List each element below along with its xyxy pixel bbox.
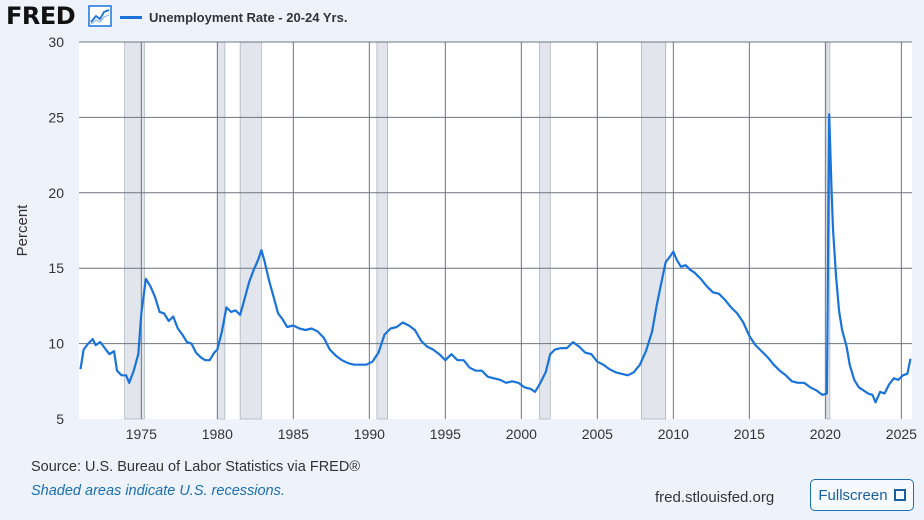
fred-logo[interactable]: FRED [6, 2, 76, 30]
x-tick-label: 1985 [278, 426, 309, 442]
fullscreen-button[interactable]: Fullscreen [810, 479, 914, 511]
y-tick-label: 15 [48, 260, 64, 276]
x-tick-label: 1980 [202, 426, 233, 442]
y-tick-label: 10 [48, 336, 64, 352]
x-tick-label: 1995 [430, 426, 461, 442]
y-tick-label: 25 [48, 109, 64, 125]
x-tick-label: 2015 [734, 426, 765, 442]
source-text: Source: U.S. Bureau of Labor Statistics … [31, 459, 361, 475]
line-chart-icon [88, 5, 112, 27]
x-tick-label: 2020 [810, 426, 841, 442]
x-tick-label: 2025 [886, 426, 917, 442]
y-tick-label: 20 [48, 185, 64, 201]
y-axis-label: Percent [14, 204, 31, 257]
x-tick-label: 2010 [658, 426, 689, 442]
recession-band [376, 41, 388, 420]
fullscreen-label: Fullscreen [818, 486, 888, 504]
recession-band [239, 41, 262, 420]
chart-header: FRED Unemployment Rate - 20-24 Yrs. [0, 0, 924, 34]
legend-label: Unemployment Rate - 20-24 Yrs. [149, 9, 348, 25]
recession-band [641, 41, 667, 420]
site-url[interactable]: fred.stlouisfed.org [655, 489, 775, 506]
series-line [79, 113, 912, 404]
recession-band [217, 41, 226, 420]
legend: Unemployment Rate - 20-24 Yrs. [120, 8, 347, 26]
x-tick-label: 2005 [582, 426, 613, 442]
expand-icon [893, 489, 906, 501]
x-tick-label: 2000 [506, 426, 537, 442]
x-tick-label: 1990 [354, 426, 385, 442]
legend-swatch [120, 15, 142, 19]
x-tick-label: 1975 [126, 426, 157, 442]
plot-area [79, 42, 912, 419]
recession-note: Shaded areas indicate U.S. recessions. [31, 483, 285, 499]
y-tick-label: 30 [48, 34, 64, 50]
y-tick-label: 5 [56, 411, 64, 427]
